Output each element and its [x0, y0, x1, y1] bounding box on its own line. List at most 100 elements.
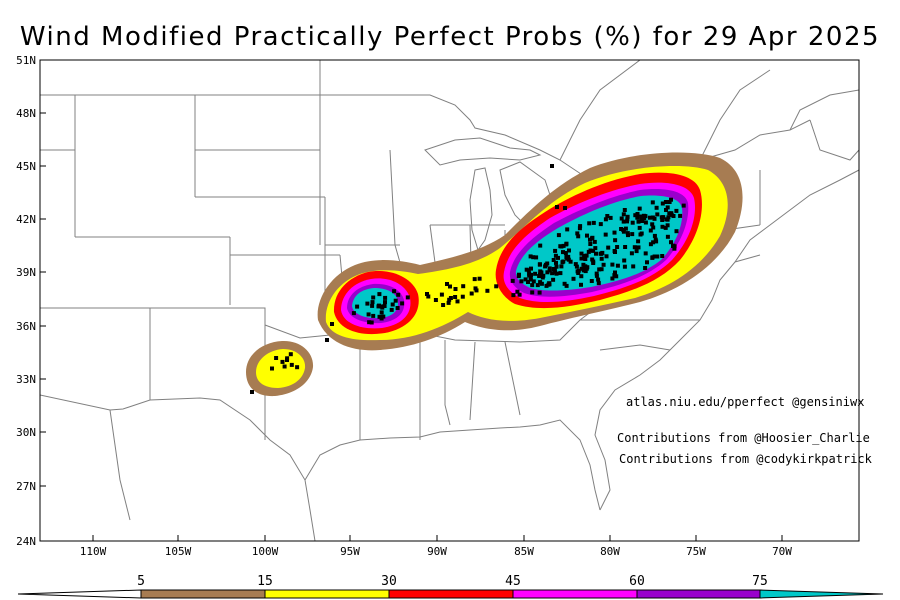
storm-report	[650, 215, 655, 220]
storm-report	[554, 260, 558, 265]
storm-report	[530, 290, 535, 295]
storm-report	[551, 277, 556, 282]
credit-site: atlas.niu.edu/pperfect @gensiniwx	[626, 395, 865, 409]
storm-report	[545, 270, 550, 275]
storm-report	[664, 217, 669, 222]
storm-report	[651, 225, 656, 230]
storm-report	[665, 234, 670, 239]
storm-report	[597, 267, 602, 272]
storm-report	[674, 208, 679, 213]
storm-report	[588, 242, 593, 246]
storm-report	[485, 288, 490, 293]
storm-report	[589, 279, 594, 283]
storm-report	[330, 322, 334, 326]
storm-report	[531, 279, 536, 284]
storm-report	[610, 262, 615, 267]
storm-report	[554, 271, 559, 276]
storm-report	[639, 231, 644, 236]
storm-report	[622, 208, 627, 212]
storm-report	[650, 222, 655, 227]
storm-report	[562, 281, 567, 286]
lat-tick-label: 36N	[16, 320, 36, 333]
storm-report	[579, 274, 584, 279]
storm-report	[469, 291, 474, 296]
storm-report	[515, 289, 520, 294]
credit-contributor-2: Contributions from @codykirkpatrick	[619, 452, 872, 466]
storm-report	[379, 304, 384, 309]
storm-report	[663, 200, 668, 204]
storm-report	[643, 251, 648, 256]
storm-report	[582, 253, 587, 258]
storm-report	[630, 220, 635, 225]
storm-report	[652, 254, 657, 259]
storm-report	[622, 258, 627, 263]
lon-tick-label: 75W	[686, 545, 706, 558]
storm-report	[535, 283, 540, 288]
storm-report	[619, 227, 624, 231]
storm-report	[563, 251, 568, 255]
lon-tick-label: 105W	[165, 545, 192, 558]
storm-report	[547, 268, 552, 273]
storm-report	[634, 249, 639, 254]
storm-report	[477, 276, 482, 281]
storm-report	[660, 254, 665, 258]
storm-report	[635, 215, 640, 220]
storm-report	[575, 231, 580, 236]
storm-report	[295, 365, 300, 370]
storm-report	[643, 266, 648, 270]
storm-report	[664, 208, 668, 212]
storm-report	[288, 352, 293, 357]
storm-report	[553, 248, 558, 253]
storm-report	[567, 248, 571, 253]
storm-report	[599, 256, 604, 261]
colorbar-label: 75	[752, 574, 768, 589]
storm-report	[561, 250, 565, 255]
storm-report	[405, 295, 410, 300]
lat-tick-label: 30N	[16, 426, 36, 439]
storm-report	[370, 300, 375, 305]
storm-report	[608, 215, 613, 220]
storm-report	[581, 262, 586, 267]
lat-tick-label: 42N	[16, 213, 36, 226]
storm-report	[392, 289, 397, 294]
storm-report	[441, 303, 446, 307]
storm-report	[550, 271, 555, 276]
storm-report	[555, 205, 559, 209]
storm-report	[390, 302, 395, 307]
storm-report	[571, 276, 576, 281]
storm-report	[425, 292, 429, 296]
storm-report	[285, 358, 289, 362]
storm-report	[612, 249, 617, 253]
colorbar-segment	[512, 589, 638, 599]
storm-report	[538, 280, 543, 285]
storm-report	[672, 246, 677, 251]
storm-report	[575, 269, 580, 274]
storm-report	[590, 235, 595, 240]
storm-report	[588, 248, 593, 253]
storm-report	[615, 245, 620, 249]
storm-report	[643, 214, 648, 219]
storm-report	[625, 217, 630, 222]
storm-report	[625, 219, 629, 224]
storm-report	[538, 269, 543, 274]
lon-tick-label: 110W	[80, 545, 107, 558]
lon-tick-label: 95W	[340, 545, 360, 558]
storm-report	[280, 359, 285, 364]
storm-report	[400, 301, 405, 306]
storm-report	[533, 271, 538, 276]
storm-report	[446, 300, 451, 305]
storm-report	[655, 212, 660, 217]
colorbar-segment	[140, 589, 266, 599]
storm-report	[558, 271, 563, 276]
storm-report	[383, 300, 387, 305]
storm-report	[426, 294, 431, 299]
storm-report	[393, 298, 398, 303]
storm-report	[550, 164, 554, 168]
storm-report	[625, 214, 630, 219]
storm-report	[578, 224, 583, 229]
storm-report	[530, 283, 535, 288]
storm-report	[529, 266, 533, 271]
storm-report	[524, 267, 529, 272]
storm-report	[599, 251, 604, 256]
storm-report	[585, 265, 590, 270]
